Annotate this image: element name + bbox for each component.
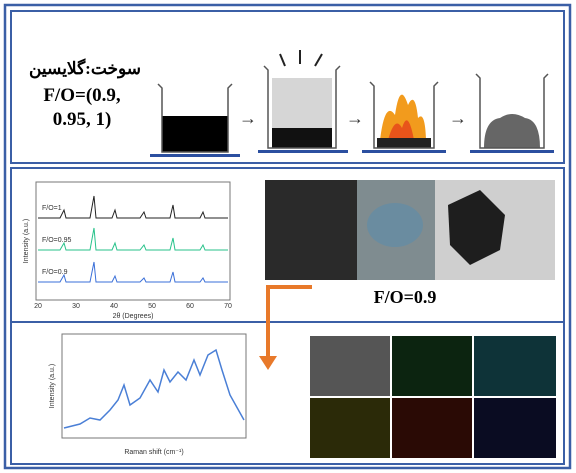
x-tick-label: 20 (34, 303, 42, 310)
y-axis-label: Intensity (a.u.) (23, 219, 30, 263)
x-axis-label: 2θ (Degrees) (113, 313, 154, 320)
hot-plate (362, 150, 446, 153)
tem-caption: F/O=0.9 (374, 287, 437, 307)
hot-plate (258, 150, 348, 153)
eds-map (474, 336, 556, 396)
foam (272, 78, 332, 133)
black-solution (162, 116, 228, 152)
gel (272, 128, 332, 148)
arrow: → (346, 108, 364, 128)
x-tick-label: 70 (224, 303, 232, 310)
graphical-abstract: سوخت:گلایسین F/O=(0.9, 0.95, 1) → → → In… (0, 0, 576, 473)
x-tick-label: 40 (110, 303, 118, 310)
ratio-label: F/O=(0.9, (43, 85, 121, 106)
y-axis-label: Intensity (a.u.) (49, 364, 56, 408)
curve-label: F/O=1 (42, 205, 62, 212)
eds-map (392, 336, 472, 396)
hot-plate (470, 150, 554, 153)
eds-map (474, 398, 556, 458)
x-tick-label: 60 (186, 303, 194, 310)
x-axis-label: Raman shift (cm⁻¹) (124, 449, 183, 456)
tem-image (265, 180, 357, 280)
tem-particle (367, 203, 423, 247)
hot-plate (150, 154, 240, 157)
x-tick-label: 30 (72, 303, 80, 310)
curve-label: F/O=0.95 (42, 237, 71, 244)
fuel-label: سوخت:گلایسین (29, 58, 141, 79)
eds-map (310, 398, 390, 458)
arrow: → (239, 108, 257, 128)
curve-label: F/O=0.9 (42, 269, 68, 276)
residue (377, 138, 431, 148)
ratio-label: 0.95, 1) (53, 109, 112, 130)
x-tick-label: 50 (148, 303, 156, 310)
eds-map (310, 336, 390, 396)
eds-map (392, 398, 472, 458)
arrow: → (449, 108, 467, 128)
